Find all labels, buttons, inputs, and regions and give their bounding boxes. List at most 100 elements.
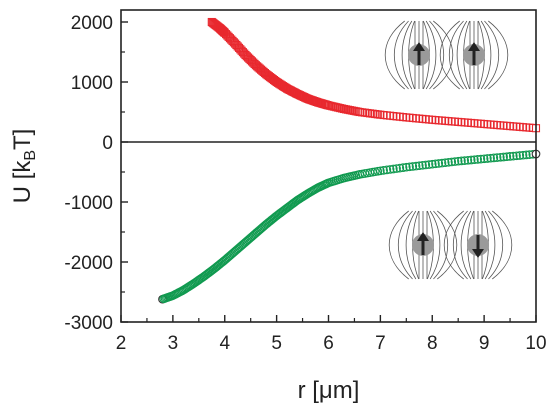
x-tick-label: 7 [375, 333, 386, 354]
field-line [393, 20, 409, 90]
data-point [450, 157, 460, 166]
data-point [479, 154, 489, 164]
data-point [505, 152, 515, 161]
data-point [382, 165, 392, 175]
x-tick-label: 5 [271, 333, 282, 354]
data-point [518, 150, 528, 160]
field-line [456, 20, 468, 90]
data-point [463, 155, 473, 165]
field-line [443, 210, 464, 280]
data-point [508, 151, 518, 161]
series-2 [158, 149, 541, 304]
data-point [473, 155, 482, 164]
data-point [499, 152, 508, 162]
series-layer [158, 17, 541, 304]
data-point [437, 158, 447, 168]
dipole-arrow-head [468, 42, 480, 51]
data-point [418, 160, 427, 170]
y-axis-label-end: T] [9, 129, 36, 150]
field-line [488, 20, 509, 90]
x-tick-label: 3 [168, 333, 179, 354]
data-point [408, 162, 418, 171]
y-tick-label: 0 [102, 133, 113, 154]
data-point [515, 151, 525, 160]
data-point [379, 166, 388, 175]
data-point [401, 162, 411, 172]
data-point [405, 162, 414, 172]
data-point [385, 165, 395, 174]
data-point [376, 166, 385, 176]
data-point [470, 155, 479, 165]
field-line [384, 20, 405, 90]
series-1 [207, 17, 541, 133]
field-line [484, 210, 496, 280]
y-tick-label: -1000 [64, 193, 113, 214]
data-point [483, 154, 492, 163]
data-point [460, 156, 470, 165]
x-axis-ticks: 2 3 4 5 6 7 8 9 10 [116, 315, 547, 354]
field-line [405, 210, 417, 280]
data-point [388, 164, 398, 174]
data-point [440, 158, 450, 168]
data-point [476, 154, 486, 164]
field-line [437, 210, 458, 280]
field-line [433, 210, 449, 280]
dipole-arrow-head [413, 42, 425, 51]
data-point [398, 163, 408, 172]
field-line [448, 20, 464, 90]
field-line [439, 20, 460, 90]
x-tick-label: 9 [479, 333, 490, 354]
field-line [452, 210, 468, 280]
data-point [427, 159, 437, 169]
data-point [489, 153, 499, 163]
field-line [397, 210, 413, 280]
field-line [429, 210, 441, 280]
field-line [488, 210, 504, 280]
y-axis-label: U [kBT] [9, 129, 39, 204]
data-point [486, 153, 495, 163]
y-tick-label: 2000 [71, 13, 113, 34]
data-point [431, 159, 440, 169]
data-point [421, 160, 431, 170]
data-point [395, 163, 405, 173]
dipole-cell [443, 210, 513, 280]
data-point [502, 152, 512, 162]
field-line [484, 20, 500, 90]
data-point [444, 157, 453, 167]
field-line [460, 210, 472, 280]
field-line [433, 20, 454, 90]
dipole-cell [439, 20, 509, 90]
dipole-arrow-head [417, 232, 429, 241]
data-point [447, 157, 457, 167]
y-axis-label-main: U [k [9, 160, 36, 204]
data-point [392, 164, 401, 173]
field-line [480, 20, 492, 90]
dipole-arrow-head [472, 249, 484, 258]
data-point [466, 155, 476, 165]
dipole-cell [384, 20, 454, 90]
data-point [434, 159, 444, 168]
y-axis-ticks: -3000 -2000 -1000 0 1000 2000 [64, 13, 128, 334]
data-point [414, 161, 424, 171]
field-line [425, 20, 437, 90]
inset-parallel-dipoles-icon [384, 20, 509, 90]
x-tick-label: 2 [116, 333, 127, 354]
data-point [411, 161, 421, 171]
field-line [401, 20, 413, 90]
plot-frame [120, 9, 537, 323]
data-point [457, 156, 466, 166]
data-point [492, 153, 502, 162]
x-tick-label: 8 [427, 333, 438, 354]
x-tick-label: 6 [323, 333, 334, 354]
field-line [429, 20, 445, 90]
data-point [453, 156, 463, 166]
x-tick-label: 10 [525, 333, 546, 354]
dipole-cell [388, 210, 458, 280]
x-tick-label: 4 [219, 333, 230, 354]
data-point [512, 151, 521, 161]
x-axis-label: r [μm] [298, 377, 360, 404]
y-tick-label: -2000 [64, 253, 113, 274]
data-point [424, 160, 434, 169]
data-point [495, 152, 505, 162]
